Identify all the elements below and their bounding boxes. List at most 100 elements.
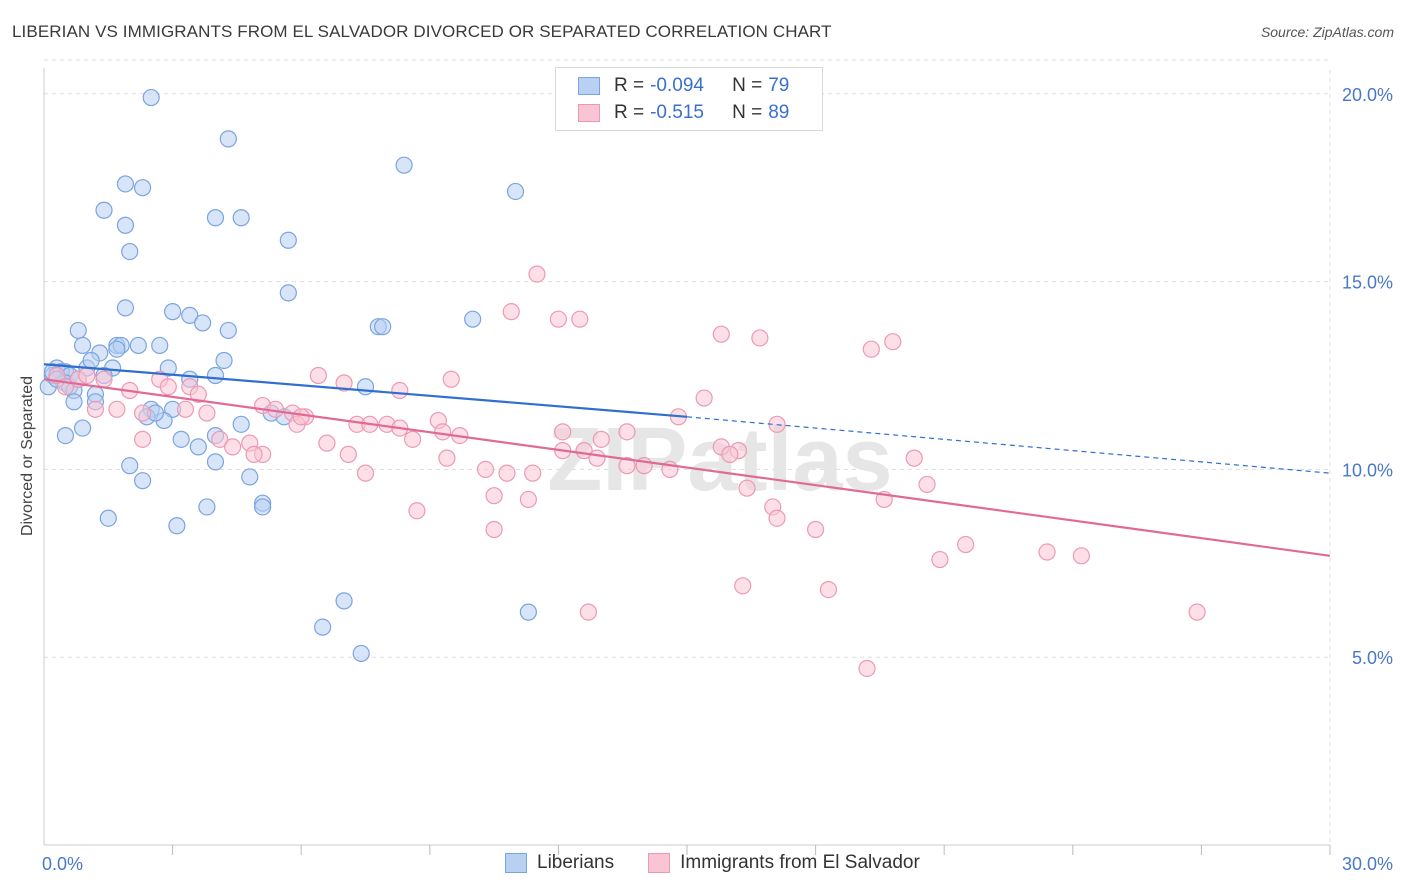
legend-swatch-blue [505,853,527,873]
point-el-salvador [884,333,902,351]
legend-n-label: N = [732,102,763,123]
point-liberians [95,201,113,219]
point-el-salvador [712,325,730,343]
legend-n-label: N = [732,75,763,96]
point-el-salvador [189,385,207,403]
point-el-salvador [862,340,880,358]
point-liberians [352,644,370,663]
point-liberians [73,419,92,437]
point-liberians [241,468,259,486]
x-tick-labels: 0.0% 30.0% [42,854,1393,874]
point-el-salvador [554,423,572,441]
legend-swatch-pink [578,104,600,122]
point-liberians [279,231,297,249]
point-liberians [116,299,135,317]
source-credit: Source: ZipAtlas.com [1260,24,1394,40]
point-el-salvador [618,457,636,475]
point-el-salvador [224,438,242,456]
point-el-salvador [133,430,152,448]
point-el-salvador [309,366,327,385]
legend-r-value: -0.515 [650,102,704,123]
point-el-salvador [292,408,310,426]
point-liberians [198,498,216,516]
legend-row-liberians: R = -0.094 N = 79 [578,74,789,98]
point-liberians [129,336,147,355]
point-el-salvador [618,423,636,441]
stats-legend: R = -0.094 N = 79 R = -0.515 N = 89 [555,67,823,131]
y-tick-labels: 5.0% 10.0% 15.0% 20.0% [1342,85,1393,668]
point-el-salvador [931,550,949,569]
point-liberians [395,156,413,174]
point-liberians [506,182,525,201]
data-points [39,88,1206,678]
point-el-salvador [485,520,503,539]
point-el-salvador [751,329,769,347]
point-liberians [108,340,126,358]
point-liberians [73,336,92,355]
point-el-salvador [159,378,177,396]
point-el-salvador [391,381,409,400]
point-el-salvador [588,449,606,467]
point-el-salvador [434,423,452,441]
point-el-salvador [476,460,495,479]
point-liberians [133,179,152,197]
point-el-salvador [957,535,975,554]
point-el-salvador [1188,603,1206,621]
point-el-salvador [1072,547,1090,565]
point-liberians [374,318,392,336]
legend-item-liberians: Liberians [505,852,614,874]
point-liberians [121,457,139,475]
point-liberians [99,509,117,527]
point-el-salvador [524,464,542,482]
trend-line-liberians [43,363,688,418]
point-liberians [519,603,537,621]
y-axis-title: Divorced or Separated [19,376,36,536]
x-ticks [172,845,1331,855]
legend-r-label: R = [614,102,645,123]
point-liberians [172,430,190,448]
point-el-salvador [858,659,876,678]
x-tick-label-start: 0.0% [42,854,83,874]
point-liberians [335,592,353,610]
point-el-salvador [78,366,96,385]
legend-item-el-salvador: Immigrants from El Salvador [648,852,920,874]
point-liberians [133,472,152,490]
point-liberians [194,314,212,332]
point-el-salvador [404,430,422,448]
point-liberians [189,438,207,456]
point-el-salvador [356,464,375,482]
point-el-salvador [318,434,336,452]
point-liberians [464,310,482,328]
point-liberians [65,393,83,411]
point-el-salvador [528,265,546,283]
legend-n-value: 79 [768,75,790,96]
legend-r-value: -0.094 [650,75,704,96]
y-tick-label: 15.0% [1342,273,1393,293]
x-tick-label-end: 30.0% [1342,854,1393,874]
point-liberians [206,209,225,227]
point-liberians [56,426,75,445]
point-liberians [232,209,250,227]
point-el-salvador [734,577,752,595]
point-el-salvador [485,487,503,505]
point-el-salvador [571,310,589,328]
point-liberians [69,321,87,340]
point-el-salvador [738,479,756,497]
point-el-salvador [133,404,152,422]
legend-swatch-blue [578,77,600,95]
point-el-salvador [498,464,516,482]
point-el-salvador [519,490,537,509]
y-tick-label: 20.0% [1342,85,1393,105]
point-el-salvador [549,310,568,328]
legend-row-el-salvador: R = -0.515 N = 89 [578,101,789,125]
point-el-salvador [579,603,598,621]
legend-r-label: R = [614,75,645,96]
point-liberians [116,216,135,234]
point-liberians [181,306,199,325]
point-el-salvador [245,445,263,463]
point-el-salvador [408,502,426,520]
point-el-salvador [768,509,786,527]
point-el-salvador [721,445,739,463]
y-tick-label: 10.0% [1342,460,1393,480]
point-el-salvador [108,400,126,418]
